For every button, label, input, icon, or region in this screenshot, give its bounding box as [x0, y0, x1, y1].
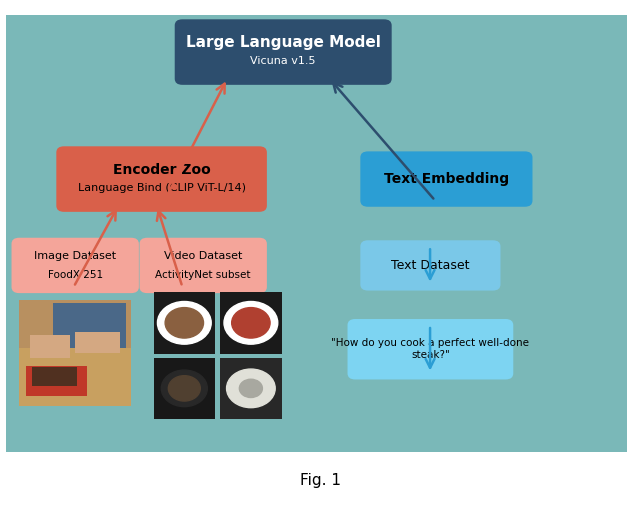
Circle shape	[224, 301, 278, 344]
Text: Vicuna v1.5: Vicuna v1.5	[250, 56, 316, 66]
Circle shape	[227, 369, 275, 407]
FancyBboxPatch shape	[140, 238, 267, 293]
FancyBboxPatch shape	[76, 332, 120, 353]
Text: FoodX 251: FoodX 251	[47, 270, 103, 279]
FancyBboxPatch shape	[360, 151, 532, 207]
Text: Large Language Model: Large Language Model	[186, 36, 381, 50]
FancyBboxPatch shape	[32, 367, 77, 386]
Circle shape	[165, 307, 204, 338]
Circle shape	[161, 370, 207, 406]
Text: Video Dataset: Video Dataset	[164, 251, 243, 261]
Circle shape	[239, 379, 262, 397]
FancyBboxPatch shape	[56, 146, 267, 212]
FancyBboxPatch shape	[31, 335, 70, 359]
Circle shape	[168, 376, 200, 401]
FancyBboxPatch shape	[220, 292, 282, 354]
FancyBboxPatch shape	[26, 366, 87, 396]
Text: "How do you cook a perfect well-done
steak?": "How do you cook a perfect well-done ste…	[332, 338, 529, 360]
Text: Text Embedding: Text Embedding	[384, 172, 509, 186]
Text: Encoder Zoo: Encoder Zoo	[113, 163, 211, 177]
Text: ActivityNet subset: ActivityNet subset	[156, 270, 251, 279]
FancyBboxPatch shape	[6, 15, 627, 452]
FancyBboxPatch shape	[220, 358, 282, 419]
FancyBboxPatch shape	[12, 238, 139, 293]
Circle shape	[232, 307, 270, 338]
FancyBboxPatch shape	[175, 19, 392, 85]
FancyBboxPatch shape	[360, 240, 500, 291]
FancyBboxPatch shape	[154, 292, 215, 354]
Circle shape	[157, 301, 211, 344]
FancyBboxPatch shape	[52, 303, 125, 347]
Text: Language Bind (CLIP ViT-L/14): Language Bind (CLIP ViT-L/14)	[77, 183, 246, 193]
FancyBboxPatch shape	[154, 358, 215, 419]
Text: Fig. 1: Fig. 1	[300, 472, 340, 488]
Text: Image Dataset: Image Dataset	[34, 251, 116, 261]
FancyBboxPatch shape	[19, 300, 131, 406]
Text: Text Dataset: Text Dataset	[391, 259, 470, 272]
FancyBboxPatch shape	[348, 319, 513, 379]
FancyBboxPatch shape	[19, 347, 131, 406]
